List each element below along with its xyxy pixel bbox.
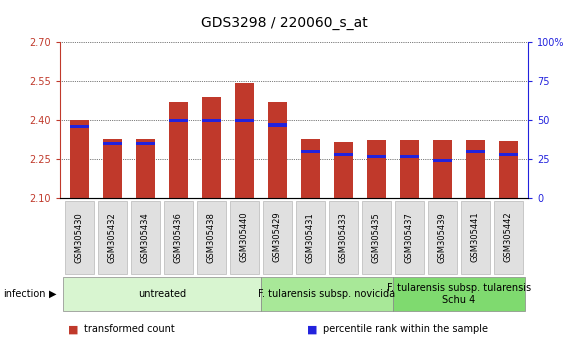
Text: ■: ■ (307, 324, 317, 334)
Text: F. tularensis subsp. tularensis
Schu 4: F. tularensis subsp. tularensis Schu 4 (387, 283, 531, 305)
Text: GSM305439: GSM305439 (438, 212, 447, 263)
Bar (461, 201, 490, 274)
Bar (263, 201, 292, 274)
Bar (494, 201, 523, 274)
Text: infection: infection (3, 289, 45, 299)
Bar (261, 277, 393, 311)
Bar (70, 125, 89, 128)
Text: ■: ■ (68, 324, 78, 334)
Bar (335, 142, 353, 198)
Bar (136, 142, 154, 145)
Bar (70, 120, 89, 198)
Text: GSM305441: GSM305441 (471, 212, 480, 263)
Bar (164, 201, 193, 274)
Text: GSM305429: GSM305429 (273, 212, 282, 263)
Bar (466, 140, 485, 198)
Bar (63, 277, 261, 311)
Bar (296, 201, 325, 274)
Bar (268, 102, 286, 198)
Text: GSM305434: GSM305434 (141, 212, 150, 263)
Bar (202, 119, 220, 122)
Text: percentile rank within the sample: percentile rank within the sample (323, 324, 487, 334)
Bar (65, 201, 94, 274)
Bar (169, 119, 187, 122)
Text: GSM305442: GSM305442 (504, 212, 513, 263)
Bar (433, 159, 452, 162)
Bar (367, 155, 386, 158)
Bar (131, 201, 160, 274)
Bar (335, 153, 353, 156)
Text: GSM305430: GSM305430 (75, 212, 84, 263)
Text: GSM305437: GSM305437 (405, 212, 414, 263)
Text: GSM305438: GSM305438 (207, 212, 216, 263)
Text: GSM305435: GSM305435 (372, 212, 381, 263)
Text: transformed count: transformed count (84, 324, 175, 334)
Bar (499, 141, 517, 198)
Bar (235, 119, 253, 122)
Bar (393, 277, 525, 311)
Text: GSM305433: GSM305433 (339, 212, 348, 263)
Bar (400, 155, 419, 158)
Bar (428, 201, 457, 274)
Bar (433, 140, 452, 198)
Bar (268, 124, 286, 127)
Bar (136, 138, 154, 198)
Bar (302, 138, 320, 198)
Bar (400, 140, 419, 198)
Bar (98, 201, 127, 274)
Text: GSM305440: GSM305440 (240, 212, 249, 263)
Bar (202, 97, 220, 198)
Bar (103, 142, 122, 145)
Bar (395, 201, 424, 274)
Text: GDS3298 / 220060_s_at: GDS3298 / 220060_s_at (201, 16, 367, 30)
Text: GSM305436: GSM305436 (174, 212, 183, 263)
Bar (235, 83, 253, 198)
Bar (362, 201, 391, 274)
Bar (329, 201, 358, 274)
Text: GSM305432: GSM305432 (108, 212, 117, 263)
Bar (499, 153, 517, 156)
Bar (197, 201, 226, 274)
Text: F. tularensis subsp. novicida: F. tularensis subsp. novicida (258, 289, 395, 299)
Bar (302, 150, 320, 153)
Text: GSM305431: GSM305431 (306, 212, 315, 263)
Text: untreated: untreated (138, 289, 186, 299)
Bar (367, 140, 386, 198)
Bar (466, 150, 485, 153)
Text: ▶: ▶ (49, 289, 57, 299)
Bar (103, 138, 122, 198)
Bar (169, 102, 187, 198)
Bar (230, 201, 259, 274)
